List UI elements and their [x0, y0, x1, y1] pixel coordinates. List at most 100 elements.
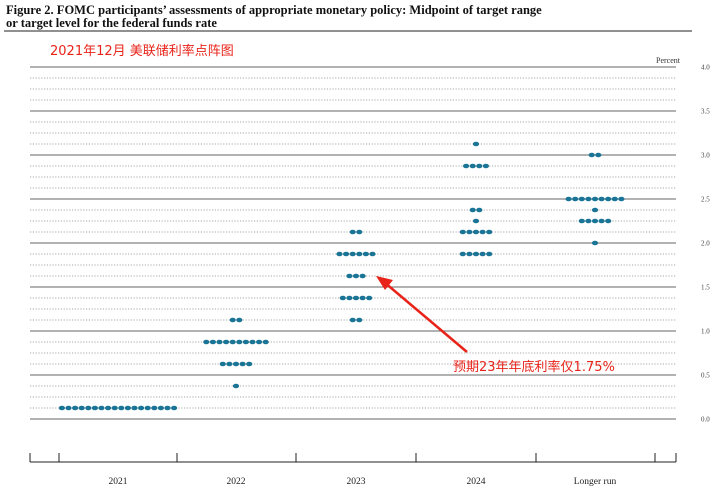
y-tick-label: 3.0 — [701, 152, 710, 160]
dot-2023 — [339, 295, 346, 301]
dot-longer-run — [618, 196, 625, 202]
dot-2022 — [249, 339, 256, 345]
x-tick-label: 2022 — [227, 477, 246, 487]
dot-2022 — [216, 339, 223, 345]
dot-longer-run — [591, 196, 599, 202]
y-tick-label: 1.0 — [701, 328, 710, 336]
dot-2022 — [203, 339, 210, 345]
x-tick-label: 2021 — [109, 477, 128, 487]
dot-2021 — [85, 405, 92, 411]
dot-longer-run — [605, 218, 612, 224]
dot-2023 — [366, 295, 373, 301]
dot-2023 — [343, 251, 350, 257]
dot-2022 — [223, 339, 230, 345]
dot-2022 — [236, 339, 243, 345]
dot-2021 — [151, 405, 158, 411]
dot-2021 — [157, 405, 164, 411]
dot-2021 — [91, 405, 98, 411]
dot-longer-run — [598, 218, 605, 224]
dot-2021 — [171, 405, 178, 411]
dot-2023 — [352, 273, 360, 279]
dot-2024 — [459, 229, 466, 235]
dot-2024 — [476, 163, 483, 169]
dot-2024 — [479, 251, 486, 257]
dot-2022 — [232, 361, 240, 367]
dot-2021 — [72, 405, 79, 411]
y-tick-label: 2.0 — [701, 240, 710, 248]
dot-longer-run — [598, 196, 605, 202]
dot-2022 — [209, 339, 216, 345]
annotation-arrow — [376, 276, 468, 353]
dot-2024 — [469, 207, 476, 213]
dot-longer-run — [585, 218, 592, 224]
dot-longer-run — [611, 196, 618, 202]
dot-2022 — [229, 339, 236, 345]
dot-longer-run — [591, 218, 599, 224]
dot-2023 — [336, 251, 343, 257]
dot-2024 — [466, 251, 473, 257]
dot-longer-run — [591, 207, 599, 213]
dot-2024 — [472, 229, 480, 235]
dot-longer-run — [585, 196, 592, 202]
dot-2024 — [486, 229, 493, 235]
dot-2024 — [459, 251, 466, 257]
y-tick-label: 4.0 — [701, 64, 710, 72]
dot-2022 — [229, 317, 236, 323]
dot-2023 — [356, 229, 363, 235]
dot-2024 — [472, 141, 480, 147]
dot-2023 — [349, 229, 356, 235]
dot-2021 — [78, 405, 85, 411]
dot-2022 — [242, 339, 249, 345]
dot-2023 — [359, 273, 366, 279]
dots-layer — [58, 141, 625, 411]
y-tick-label: 0.5 — [701, 372, 710, 380]
dot-2022 — [246, 361, 253, 367]
dot-2021 — [124, 405, 131, 411]
x-tick-label: Longer run — [574, 477, 617, 487]
dot-2021 — [144, 405, 151, 411]
dot-2023 — [359, 295, 366, 301]
dot-longer-run — [588, 152, 595, 158]
dot-longer-run — [605, 196, 612, 202]
dot-2023 — [352, 295, 360, 301]
dot-2024 — [466, 229, 473, 235]
annotation-text: 预期23年年底利率仅1.75% — [453, 359, 615, 375]
dot-longer-run — [578, 218, 585, 224]
y-tick-label: 1.5 — [701, 284, 710, 292]
dot-2021 — [131, 405, 138, 411]
dot-2021 — [65, 405, 72, 411]
y-axis-unit: Percent — [656, 56, 681, 65]
dot-longer-run — [595, 152, 602, 158]
dot-2023 — [346, 273, 353, 279]
dot-2023 — [349, 251, 356, 257]
x-axis: 2021 2022 2023 2024 Longer run — [29, 453, 677, 487]
arrow-shaft — [383, 281, 468, 353]
dot-2021 — [118, 405, 125, 411]
dot-2022 — [219, 361, 226, 367]
dot-2023 — [362, 251, 369, 257]
y-tick-label: 2.5 — [701, 196, 710, 204]
dot-longer-run — [578, 196, 585, 202]
dot-2021 — [164, 405, 171, 411]
dot-2024 — [482, 163, 489, 169]
dot-2021 — [58, 405, 65, 411]
dot-2023 — [356, 317, 363, 323]
dot-2021 — [105, 405, 112, 411]
dot-2024 — [472, 218, 480, 224]
y-tick-label: 3.5 — [701, 108, 710, 116]
dot-2024 — [476, 207, 483, 213]
figure-caption-line1: Figure 2. FOMC participants’ assessments… — [6, 3, 542, 17]
dot-2023 — [346, 295, 353, 301]
dot-2023 — [356, 251, 363, 257]
dot-2023 — [369, 251, 376, 257]
dot-2022 — [262, 339, 269, 345]
dot-2022 — [256, 339, 263, 345]
y-tick-label: 0.0 — [701, 416, 710, 424]
dot-2024 — [472, 251, 480, 257]
dot-2024 — [479, 229, 486, 235]
dot-longer-run — [565, 196, 572, 202]
x-tick-label: 2023 — [347, 477, 366, 487]
dot-2022 — [226, 361, 233, 367]
dot-longer-run — [591, 240, 599, 246]
